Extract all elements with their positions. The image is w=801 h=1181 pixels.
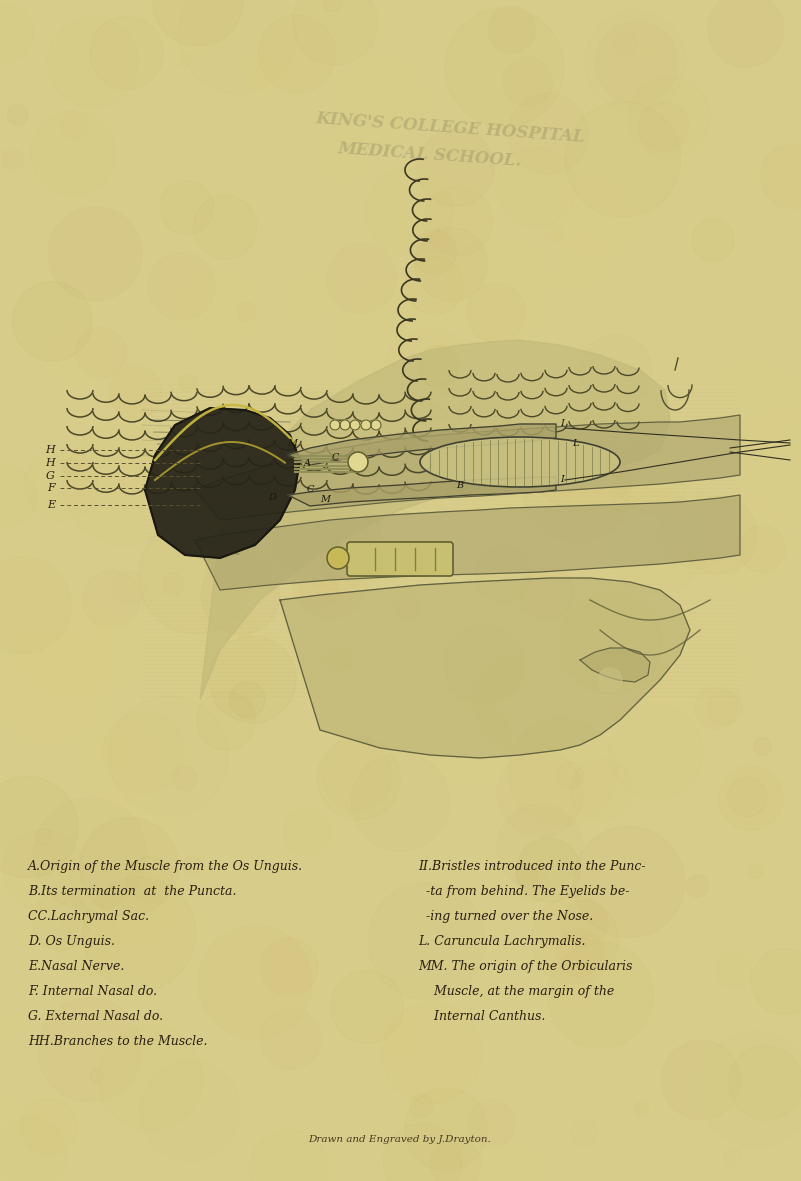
Text: HH.Branches to the Muscle.: HH.Branches to the Muscle. — [28, 1035, 207, 1048]
Text: B: B — [457, 481, 464, 489]
Polygon shape — [580, 648, 650, 681]
Text: Internal Canthus.: Internal Canthus. — [418, 1010, 545, 1023]
Circle shape — [348, 452, 368, 472]
Text: F: F — [47, 483, 55, 492]
Text: CC.Lachrymal Sac.: CC.Lachrymal Sac. — [28, 911, 149, 924]
Text: L: L — [572, 438, 578, 448]
Circle shape — [340, 420, 350, 430]
Text: A.Origin of the Muscle from the Os Unguis.: A.Origin of the Muscle from the Os Ungui… — [28, 860, 303, 873]
Text: MM. The origin of the Orbicularis: MM. The origin of the Orbicularis — [418, 960, 632, 973]
Text: B.Its termination  at  the Puncta.: B.Its termination at the Puncta. — [28, 885, 236, 898]
Text: C: C — [332, 452, 339, 462]
Text: Muscle, at the margin of the: Muscle, at the margin of the — [418, 985, 614, 998]
Text: D. Os Unguis.: D. Os Unguis. — [28, 935, 115, 948]
Circle shape — [330, 420, 340, 430]
Polygon shape — [195, 495, 740, 590]
Ellipse shape — [420, 437, 620, 487]
Text: Drawn and Engraved by J.Drayton.: Drawn and Engraved by J.Drayton. — [308, 1135, 491, 1144]
Text: G. External Nasal do.: G. External Nasal do. — [28, 1010, 163, 1023]
Text: A: A — [304, 459, 311, 469]
Polygon shape — [288, 424, 556, 465]
Text: MEDICAL SCHOOL.: MEDICAL SCHOOL. — [337, 141, 522, 170]
Text: D: D — [268, 494, 276, 502]
Text: H: H — [45, 458, 55, 468]
Text: E.Nasal Nerve.: E.Nasal Nerve. — [28, 960, 124, 973]
Text: -ing turned over the Nose.: -ing turned over the Nose. — [418, 911, 594, 924]
FancyBboxPatch shape — [347, 542, 453, 576]
Text: II.Bristles introduced into the Punc-: II.Bristles introduced into the Punc- — [418, 860, 646, 873]
Polygon shape — [288, 477, 556, 505]
Polygon shape — [195, 415, 740, 520]
Text: I: I — [560, 476, 564, 484]
Text: G: G — [46, 471, 55, 481]
Circle shape — [350, 420, 360, 430]
Text: M: M — [320, 496, 330, 504]
Text: -ta from behind. The Eyelids be-: -ta from behind. The Eyelids be- — [418, 885, 630, 898]
Text: F. Internal Nasal do.: F. Internal Nasal do. — [28, 985, 157, 998]
Circle shape — [361, 420, 371, 430]
Polygon shape — [200, 340, 670, 700]
Circle shape — [598, 668, 622, 692]
Polygon shape — [145, 407, 300, 557]
Circle shape — [327, 547, 349, 569]
Text: C: C — [306, 485, 314, 495]
Text: L. Caruncula Lachrymalis.: L. Caruncula Lachrymalis. — [418, 935, 586, 948]
Text: I: I — [560, 419, 564, 429]
Text: M: M — [287, 438, 297, 448]
Polygon shape — [280, 578, 690, 758]
Text: KING'S COLLEGE HOSPITAL: KING'S COLLEGE HOSPITAL — [315, 110, 586, 146]
Circle shape — [371, 420, 381, 430]
Text: H: H — [45, 445, 55, 455]
Text: E: E — [47, 500, 55, 510]
